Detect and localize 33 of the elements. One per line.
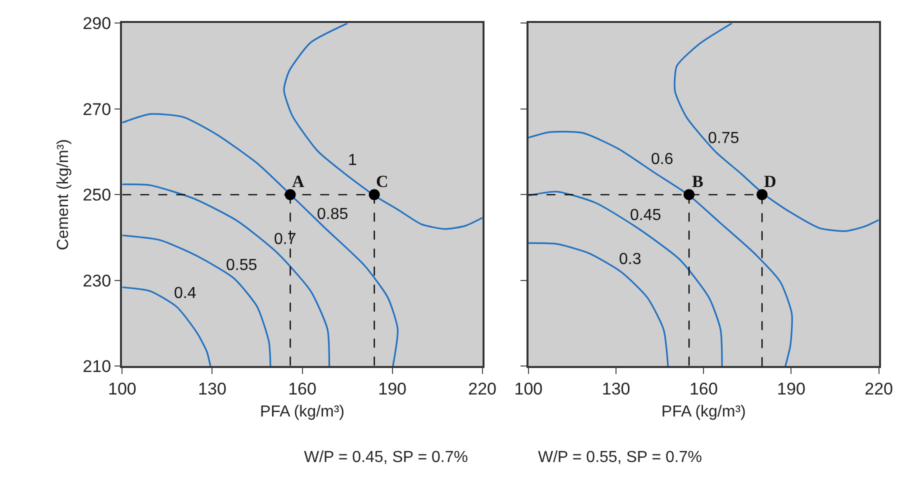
x-tick-label: 160 (288, 379, 316, 398)
x-axis-title: PFA (kg/m³) (661, 403, 746, 420)
annotation: B (692, 172, 704, 191)
text: W/P = 0.55, SP = 0.7% (538, 449, 702, 466)
x-tick-label: 130 (602, 379, 630, 398)
x-tick-label: 220 (864, 379, 894, 398)
y-tick-label: 230 (82, 271, 112, 290)
annotation: 0.7 (274, 231, 296, 248)
annotation: 0.4 (174, 285, 196, 302)
annotation: 0.3 (619, 251, 642, 268)
x-tick-label: 220 (468, 379, 497, 398)
x-axis-title: PFA (kg/m³) (260, 403, 344, 420)
annotation: D (764, 172, 776, 191)
x-tick-label: 100 (514, 379, 543, 398)
x-tick-label: 130 (198, 379, 226, 398)
x-tick-label: 190 (378, 379, 406, 398)
y-tick-label: 290 (82, 14, 112, 34)
text: W/P = 0.45, SP = 0.7% (304, 449, 468, 466)
x-tick-label: 160 (689, 379, 718, 398)
y-axis-title: Cement (kg/m³) (55, 139, 72, 250)
annotation: 0.45 (630, 207, 662, 224)
annotation: 1 (348, 152, 357, 169)
x-tick-label: 100 (108, 379, 136, 398)
y-tick-label: 250 (82, 186, 112, 205)
annotation: A (292, 172, 305, 191)
x-tick-label: 190 (777, 379, 806, 398)
annotation: 0.75 (708, 130, 740, 147)
annotation: C (376, 172, 388, 191)
annotation: 0.55 (226, 257, 258, 274)
y-tick-label: 270 (82, 100, 112, 119)
annotation: 0.85 (317, 206, 348, 223)
y-tick-label: 210 (82, 357, 112, 376)
annotation: 0.6 (651, 151, 674, 168)
